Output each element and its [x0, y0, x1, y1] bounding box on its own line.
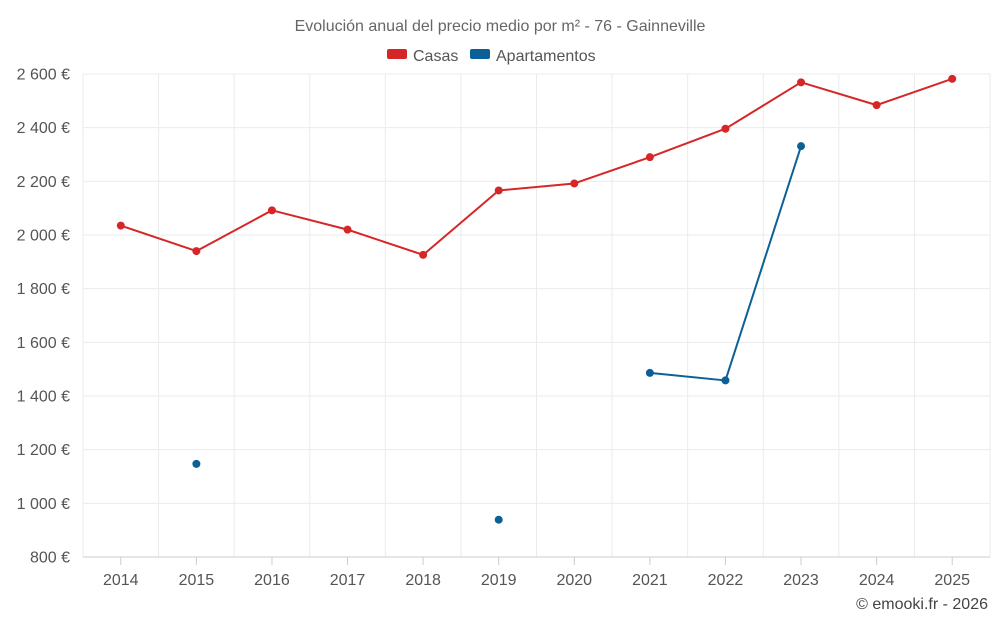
y-tick-label: 2 400 € — [17, 120, 70, 137]
grid — [82, 73, 991, 558]
data-point-casas-2023[interactable] — [797, 78, 806, 87]
x-tick-label: 2020 — [556, 572, 592, 589]
y-tick-label: 2 200 € — [17, 174, 70, 191]
credit-text: © emooki.fr - 2026 — [856, 596, 988, 613]
series — [116, 74, 957, 524]
data-point-apartamentos-2019[interactable] — [494, 515, 503, 524]
x-tick-label: 2016 — [254, 572, 290, 589]
y-tick-label: 2 000 € — [17, 228, 70, 245]
data-point-casas-2014[interactable] — [116, 221, 125, 230]
x-tick-label: 2022 — [708, 572, 744, 589]
data-point-casas-2018[interactable] — [419, 250, 428, 259]
x-axis: 2014 2015 2016 2017 2018 2019 2020 2021 2022 2023… — [83, 556, 990, 589]
x-tick-label: 2015 — [179, 572, 215, 589]
x-tick-label: 2018 — [405, 572, 441, 589]
data-point-apartamentos-2022[interactable] — [721, 376, 730, 385]
series-casas — [116, 74, 957, 259]
data-point-casas-2025[interactable] — [948, 74, 957, 83]
y-tick-label: 2 600 € — [17, 67, 70, 84]
data-point-casas-2022[interactable] — [721, 124, 730, 133]
x-tick-label: 2024 — [859, 572, 895, 589]
legend-label-apartamentos: Apartamentos — [496, 48, 596, 65]
legend: Casas Apartamentos — [387, 48, 596, 65]
legend-item-apartamentos[interactable]: Apartamentos — [470, 48, 596, 65]
x-tick-label: 2017 — [330, 572, 366, 589]
x-tick-label: 2021 — [632, 572, 668, 589]
y-tick-label: 1 800 € — [17, 281, 70, 298]
data-point-casas-2017[interactable] — [343, 225, 352, 234]
y-tick-label: 1 000 € — [17, 496, 70, 513]
x-tick-label: 2023 — [783, 572, 819, 589]
data-point-casas-2021[interactable] — [645, 153, 654, 162]
data-point-apartamentos-2021[interactable] — [645, 368, 654, 377]
data-point-apartamentos-2015[interactable] — [192, 459, 201, 468]
data-point-casas-2016[interactable] — [267, 206, 276, 215]
series-apartamentos — [192, 142, 806, 524]
legend-item-casas[interactable]: Casas — [387, 48, 458, 65]
series-line-casas — [120, 77, 953, 256]
y-tick-label: 1 200 € — [17, 442, 70, 459]
x-tick-label: 2019 — [481, 572, 517, 589]
chart-title: Evolución anual del precio medio por m² … — [295, 18, 706, 35]
legend-label-casas: Casas — [413, 48, 458, 65]
x-tick-label: 2025 — [934, 572, 970, 589]
x-tick-label: 2014 — [103, 572, 139, 589]
data-point-casas-2015[interactable] — [192, 247, 201, 256]
data-point-casas-2024[interactable] — [872, 101, 881, 110]
data-point-casas-2020[interactable] — [570, 179, 579, 188]
y-tick-label: 1 600 € — [17, 335, 70, 352]
y-axis: 800 € 1 000 € 1 200 € 1 400 € 1 600 € 1 800 €… — [17, 67, 70, 567]
data-point-apartamentos-2023[interactable] — [797, 142, 806, 151]
legend-swatch-casas — [387, 49, 407, 59]
y-tick-label: 800 € — [30, 550, 70, 567]
legend-swatch-apartamentos — [470, 49, 490, 59]
y-tick-label: 1 400 € — [17, 389, 70, 406]
data-point-casas-2019[interactable] — [494, 186, 503, 195]
